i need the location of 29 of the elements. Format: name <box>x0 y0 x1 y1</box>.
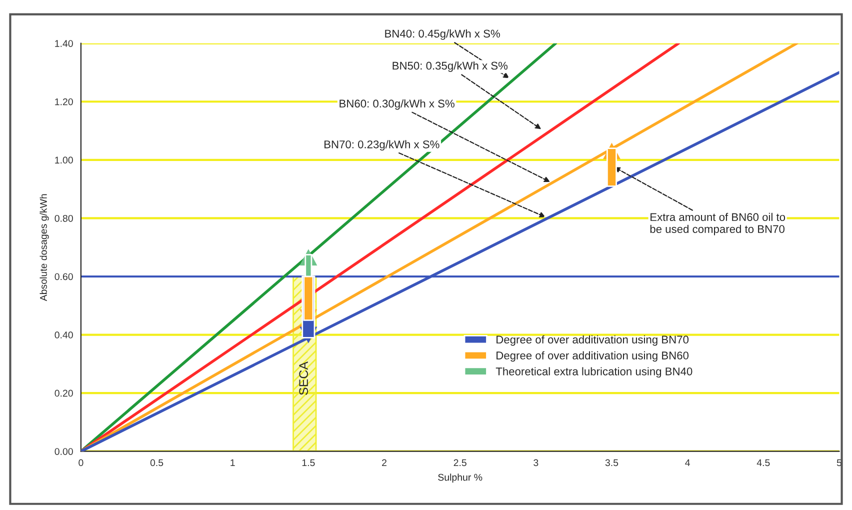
y-tick-label: 1.00 <box>55 156 73 164</box>
y-tick-label: 0.00 <box>54 448 73 455</box>
x-tick-label: 4.5 <box>756 459 770 466</box>
band-label: SECA <box>299 362 308 395</box>
annotation: BN60: 0.30g/kWh x S% <box>340 99 454 110</box>
y-tick-label: 0.20 <box>54 390 73 397</box>
y-tick-label: 0.60 <box>54 273 73 280</box>
legend-label: Degree of over additivation using BN60 <box>496 351 689 362</box>
annotation: BN50: 0.35g/kWh x S% <box>392 61 508 72</box>
x-tick-label: 1.5 <box>302 459 315 466</box>
x-tick-label: 1 <box>230 459 235 466</box>
x-tick-label: 2 <box>382 459 386 466</box>
x-tick-label: 3.5 <box>605 459 618 466</box>
y-tick-label: 0.40 <box>54 332 73 338</box>
annotation: BN70: 0.23g/kWh x S% <box>324 140 440 151</box>
y-tick-label: 1.40 <box>55 40 73 47</box>
y-axis-title: Absolute dosages g/kWh <box>40 194 49 302</box>
x-tick-label: 0.5 <box>150 459 164 466</box>
x-tick-label: 0 <box>78 459 84 466</box>
x-tick-label: 4 <box>685 459 690 466</box>
legend-label: Degree of over additivation using BN70 <box>496 335 689 346</box>
legend-label: Theoretical extra lubrication using BN40 <box>496 367 692 378</box>
annotation: BN40: 0.45g/kWh x S% <box>385 29 500 40</box>
x-axis-title: Sulphur % <box>438 474 482 483</box>
annotation: Extra amount of BN60 oil to be used compared to BN70 <box>650 212 786 236</box>
x-tick-label: 3 <box>534 459 538 466</box>
y-tick-label: 0.80 <box>54 214 73 222</box>
x-tick-label: 2.5 <box>454 459 466 466</box>
y-tick-label: 1.20 <box>55 98 73 106</box>
